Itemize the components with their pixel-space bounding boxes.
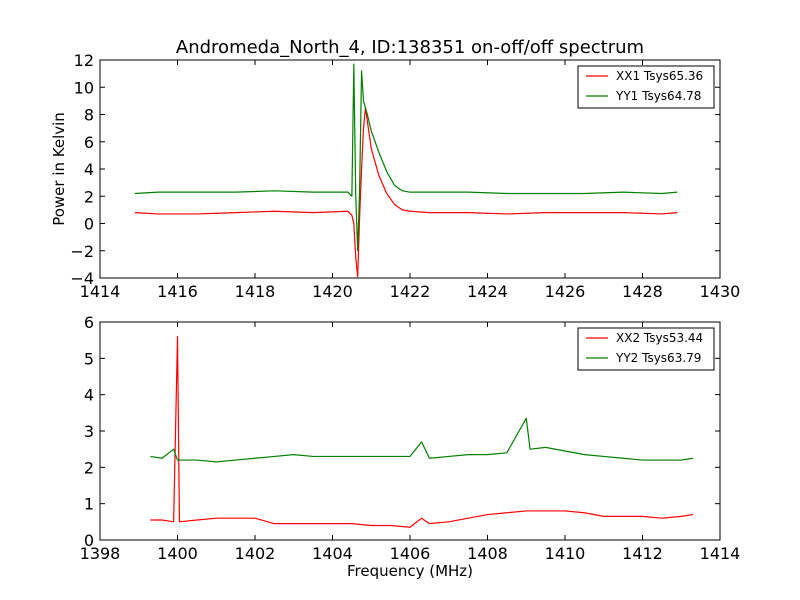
top-axes-frame <box>99 59 721 279</box>
top-xtick-label: 1420 <box>312 282 353 301</box>
top-ytick-label: 10 <box>74 78 94 97</box>
bottom-ytick-label: 1 <box>84 495 94 514</box>
bottom-xtick-label: 1406 <box>390 544 431 563</box>
bottom-axes-frame <box>99 321 721 541</box>
bottom-xtick-label: 1398 <box>80 544 121 563</box>
top-xtick-label: 1430 <box>700 282 741 301</box>
bottom-xtick-label: 1410 <box>545 544 586 563</box>
bottom-ytick-label: 0 <box>84 531 94 550</box>
top-legend-label-yy1: YY1 Tsys64.78 <box>615 89 701 103</box>
bottom-legend-label-yy2: YY2 Tsys63.79 <box>615 351 701 365</box>
top-xtick-label: 1422 <box>390 282 431 301</box>
top-ytick-label: −4 <box>70 269 94 288</box>
bottom-xtick-label: 1412 <box>622 544 663 563</box>
top-xtick-label: 1428 <box>622 282 663 301</box>
bottom-legend-label-xx2: XX2 Tsys53.44 <box>616 331 703 345</box>
top-legend-label-xx1: XX1 Tsys65.36 <box>616 69 703 83</box>
bottom-ytick-label: 6 <box>84 313 94 332</box>
top-series-xx1 <box>134 107 678 278</box>
top-ytick-label: 6 <box>84 133 94 152</box>
figure-title: Andromeda_North_4, ID:138351 on-off/off … <box>176 37 644 58</box>
bottom-xtick-label: 1400 <box>157 544 198 563</box>
top-ticks-layer: 1414 1416 1418 1420 1422 1424 1426 1428 1430 −4 −2… <box>70 51 740 301</box>
top-xtick-label: 1416 <box>157 282 198 301</box>
top-ylabel: Power in Kelvin <box>50 112 68 226</box>
top-ytick-label: −2 <box>70 242 94 261</box>
top-xtick-label: 1424 <box>467 282 508 301</box>
top-xtick-label: 1414 <box>80 282 121 301</box>
top-ytick-label: 4 <box>84 160 94 179</box>
bottom-ytick-label: 4 <box>84 386 94 405</box>
top-legend: XX1 Tsys65.36 YY1 Tsys64.78 <box>577 65 715 109</box>
top-subplot: Power in Kelvin 1414 1416 1418 1420 1422 1424… <box>50 51 740 301</box>
top-ytick-label: 0 <box>84 215 94 234</box>
top-ytick-label: 2 <box>84 187 94 206</box>
bottom-series-layer <box>150 335 693 528</box>
bottom-series-yy2 <box>150 417 693 463</box>
top-ytick-label: 8 <box>84 106 94 125</box>
bottom-ytick-label: 3 <box>84 422 94 441</box>
bottom-legend-box <box>577 327 715 371</box>
bottom-xtick-label: 1408 <box>467 544 508 563</box>
top-series-layer <box>134 63 678 278</box>
bottom-xlabel: Frequency (MHz) <box>347 562 473 580</box>
bottom-series-xx2 <box>150 335 693 528</box>
bottom-xtick-label: 1414 <box>700 544 741 563</box>
bottom-ticks-layer: 1398 1400 1402 1404 1406 1408 1410 1412 1414 0 1 2 3… <box>80 313 741 563</box>
bottom-xtick-label: 1402 <box>235 544 276 563</box>
bottom-legend: XX2 Tsys53.44 YY2 Tsys63.79 <box>577 327 715 371</box>
top-xtick-label: 1426 <box>545 282 586 301</box>
top-xtick-label: 1418 <box>235 282 276 301</box>
top-series-yy1 <box>134 63 678 252</box>
bottom-ytick-label: 2 <box>84 458 94 477</box>
top-ytick-label: 12 <box>74 51 94 70</box>
top-legend-box <box>577 65 715 109</box>
bottom-subplot: Frequency (MHz) 1398 1400 1402 1404 1406 1408… <box>80 313 741 580</box>
bottom-ytick-label: 5 <box>84 349 94 368</box>
bottom-xtick-label: 1404 <box>312 544 353 563</box>
